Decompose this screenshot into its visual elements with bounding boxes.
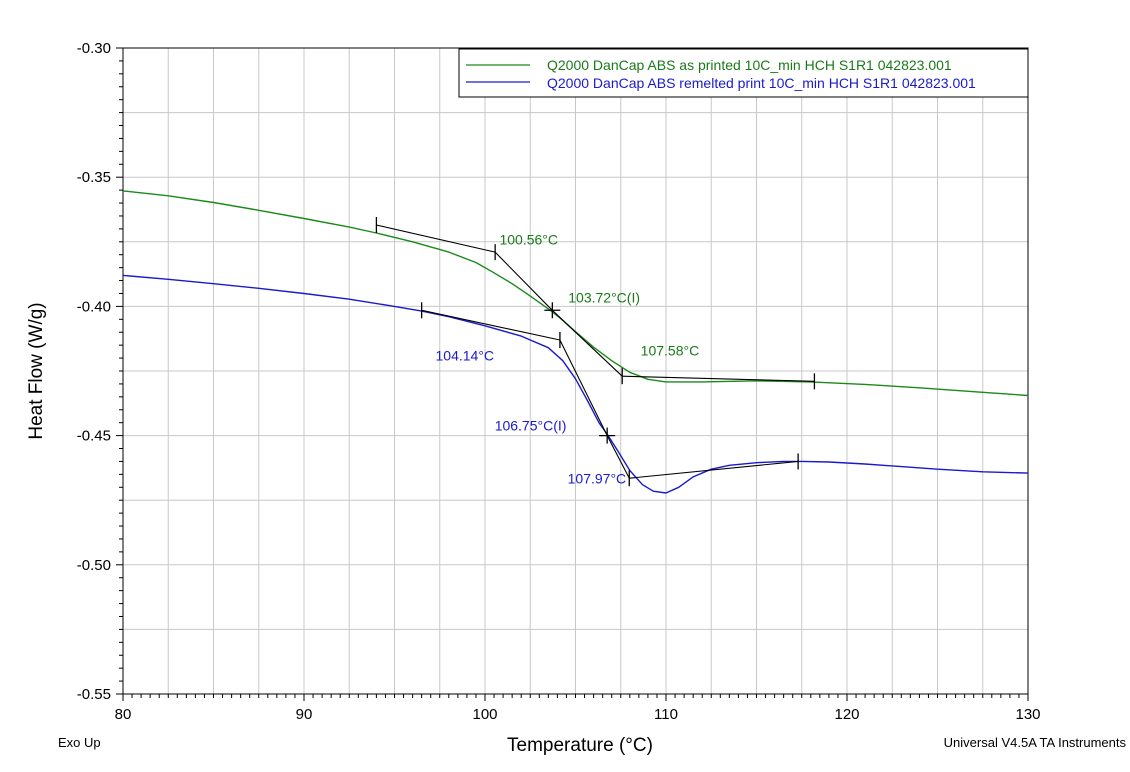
- y-tick-label: -0.45: [77, 428, 111, 445]
- x-tick-label: 80: [115, 706, 132, 723]
- y-tick-label: -0.40: [77, 298, 111, 315]
- tangent-layer: [376, 224, 815, 479]
- y-tick-label: -0.35: [77, 169, 111, 186]
- annotation-label: 107.58°C: [641, 342, 700, 358]
- instrument-label: Universal V4.5A TA Instruments: [944, 735, 1127, 750]
- annotation-label: 106.75°C(I): [495, 417, 567, 433]
- annotation-label: 104.14°C: [436, 348, 495, 364]
- minor-ticks: [116, 47, 1029, 701]
- annotation-layer: 100.56°C 103.72°C(I) 107.58°C 104.14°C 106.7…: [436, 231, 700, 486]
- annotation-label: 107.97°C: [568, 470, 627, 486]
- y-tick-label: -0.55: [77, 686, 111, 703]
- exo-up-label: Exo Up: [58, 735, 101, 750]
- x-axis-title: Temperature (°C): [507, 735, 653, 756]
- legend-box: [458, 48, 1029, 98]
- y-axis-title: Heat Flow (W/g): [26, 302, 47, 439]
- tangent-line: [376, 224, 496, 253]
- x-tick-label: 120: [834, 706, 859, 723]
- plot-frame: [122, 47, 1029, 695]
- tangent-line: [559, 339, 630, 479]
- grid: [123, 48, 1028, 694]
- tangent-line: [629, 460, 799, 479]
- x-tick-label: 100: [472, 706, 497, 723]
- annotation-label: 103.72°C(I): [568, 290, 640, 306]
- legend-label-remelted: Q2000 DanCap ABS remelted print 10C_min …: [547, 75, 976, 91]
- x-tick-label: 90: [296, 706, 313, 723]
- y-tick-labels: -0.55 -0.50 -0.45 -0.40 -0.35 -0.30: [77, 40, 111, 703]
- legend: Q2000 DanCap ABS as printed 10C_min HCH …: [458, 48, 1029, 98]
- y-tick-label: -0.50: [77, 557, 111, 574]
- marker-layer: [375, 217, 816, 487]
- series-line-1: [122, 274, 1029, 494]
- tangent-line: [622, 375, 815, 382]
- legend-label-as-printed: Q2000 DanCap ABS as printed 10C_min HCH …: [547, 57, 952, 73]
- annotation-label: 100.56°C: [499, 231, 558, 247]
- x-tick-label: 130: [1015, 706, 1040, 723]
- x-tick-labels: 80 90 100 110 120 130: [115, 706, 1041, 723]
- y-tick-label: -0.30: [77, 40, 111, 57]
- tangent-line: [421, 309, 561, 341]
- x-tick-label: 110: [654, 706, 678, 723]
